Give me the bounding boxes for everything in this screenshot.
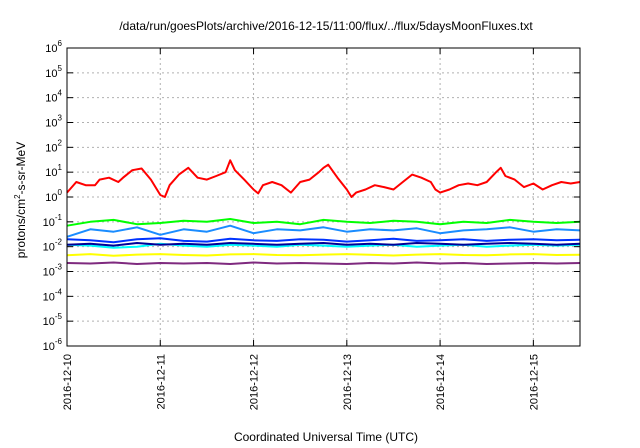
- y-tick-base: 10: [43, 217, 55, 229]
- y-tick-exponent: 3: [58, 114, 63, 123]
- y-tick-exponent: -4: [55, 287, 63, 296]
- y-tick-label: 102: [45, 138, 62, 154]
- x-tick-label: 2016-12-13: [342, 354, 354, 410]
- y-axis-label: protons/cm2-s-sr-MeV: [13, 142, 28, 258]
- x-axis-label: Coordinated Universal Time (UTC): [234, 430, 418, 444]
- y-tick-base: 10: [45, 68, 57, 80]
- y-tick-base: 10: [45, 118, 57, 130]
- series-line: [66, 242, 581, 247]
- y-tick-label: 10-2: [43, 238, 63, 254]
- x-tick-label: 2016-12-10: [62, 354, 74, 410]
- y-tick-label: 103: [45, 114, 62, 130]
- y-axis-label-exponent: 2: [13, 194, 22, 199]
- grid: [67, 48, 580, 346]
- series-line: [66, 218, 581, 227]
- x-tick-label: 2016-12-11: [155, 354, 167, 409]
- y-tick-exponent: -1: [55, 213, 63, 222]
- series-line: [66, 224, 581, 238]
- y-tick-base: 10: [45, 93, 57, 105]
- y-tick-exponent: 6: [58, 39, 63, 48]
- y-tick-base: 10: [43, 267, 55, 279]
- y-tick-exponent: 1: [58, 163, 63, 172]
- y-tick-label: 10-3: [43, 263, 63, 279]
- series-line: [66, 237, 581, 244]
- y-tick-exponent: 0: [58, 188, 63, 197]
- chart-title: /data/run/goesPlots/archive/2016-12-15/1…: [119, 19, 533, 33]
- y-tick-label: 10-1: [43, 213, 63, 229]
- y-tick-base: 10: [45, 192, 57, 204]
- y-tick-label: 10-5: [43, 312, 63, 328]
- x-tick-label: 2016-12-12: [249, 354, 261, 410]
- y-axis: 10-610-510-410-310-210-11001011021031041…: [43, 39, 580, 353]
- y-tick-label: 106: [45, 39, 62, 55]
- y-tick-base: 10: [43, 316, 55, 328]
- y-tick-base: 10: [45, 43, 57, 55]
- y-tick-base: 10: [43, 291, 55, 303]
- y-tick-base: 10: [43, 242, 55, 254]
- y-tick-label: 100: [45, 188, 62, 204]
- x-axis: 2016-12-10 2016-12-11 2016-12-12 2016-12-13…: [62, 48, 540, 410]
- y-tick-exponent: 4: [58, 89, 63, 98]
- y-tick-exponent: 2: [58, 138, 63, 147]
- x-tick-label: 2016-12-15: [528, 354, 540, 410]
- y-tick-base: 10: [45, 167, 57, 179]
- series-line: [66, 253, 581, 257]
- y-axis-label-rest: -s-sr-MeV: [14, 142, 28, 195]
- y-tick-label: 10-4: [43, 287, 63, 303]
- series-line: [66, 159, 581, 198]
- y-tick-base: 10: [43, 341, 55, 353]
- y-tick-label: 105: [45, 64, 62, 80]
- y-tick-label: 101: [45, 163, 62, 179]
- y-tick-label: 10-6: [43, 337, 63, 353]
- x-tick-label: 2016-12-14: [435, 354, 447, 410]
- y-tick-exponent: -5: [55, 312, 63, 321]
- y-tick-exponent: -3: [55, 263, 63, 272]
- y-tick-exponent: -2: [55, 238, 63, 247]
- series-line: [66, 261, 581, 265]
- y-tick-exponent: 5: [58, 64, 63, 73]
- series-group: [66, 159, 581, 265]
- y-tick-exponent: -6: [55, 337, 63, 346]
- y-tick-label: 104: [45, 89, 62, 105]
- y-axis-label-unit: protons/cm: [14, 199, 28, 258]
- y-tick-base: 10: [45, 142, 57, 154]
